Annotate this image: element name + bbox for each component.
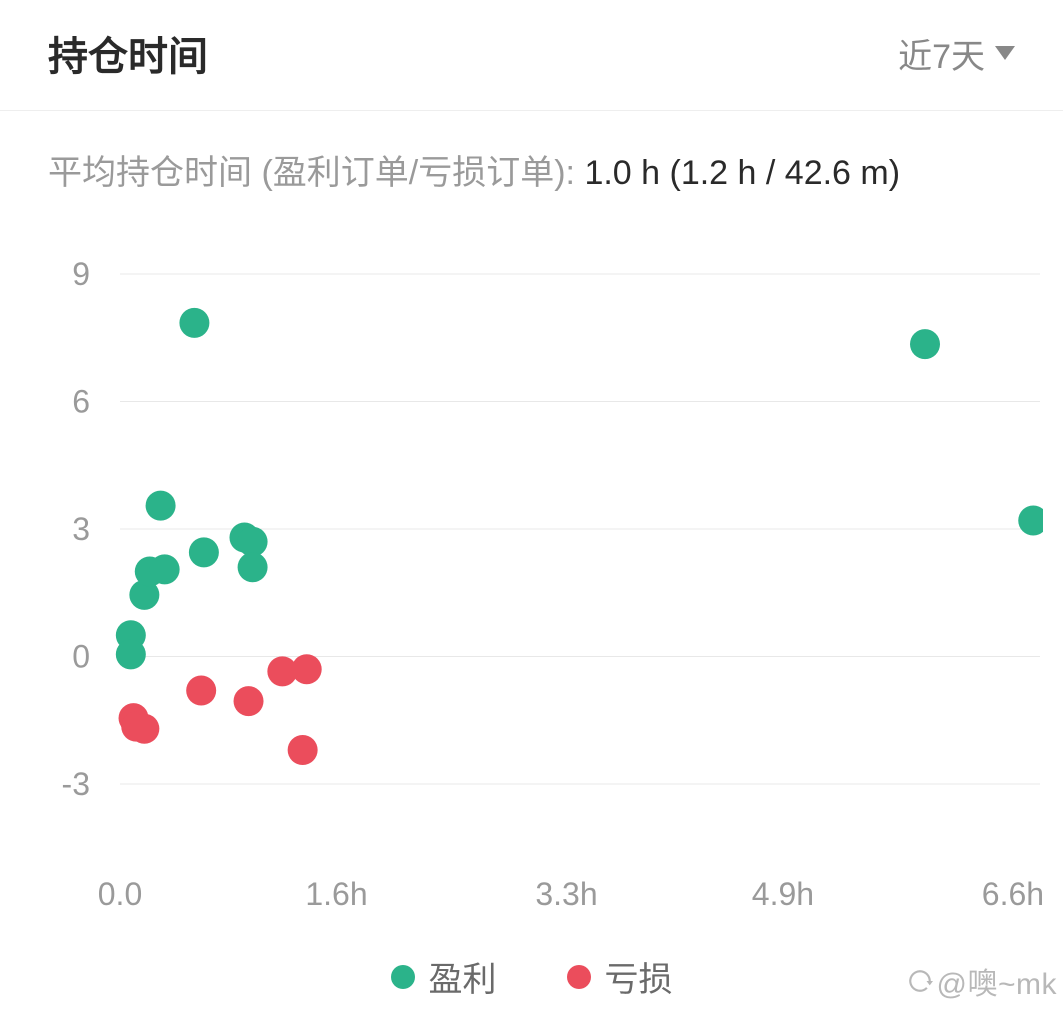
legend-label-loss: 亏损 bbox=[605, 952, 673, 1001]
chart-canvas: -3 0 3 6 9 bbox=[20, 254, 1043, 814]
legend-label-profit: 盈利 bbox=[429, 952, 497, 1001]
watermark-text: @噢~mk bbox=[937, 959, 1057, 1003]
watermark: @噢~mk bbox=[907, 959, 1057, 1003]
avg-holding-time-label: 平均持仓时间 (盈利订单/亏损订单): bbox=[48, 154, 584, 192]
svg-text:0: 0 bbox=[72, 639, 90, 675]
legend-dot-loss bbox=[567, 965, 591, 989]
share-icon bbox=[907, 968, 933, 994]
legend-item-loss: 亏损 bbox=[567, 952, 673, 1001]
time-range-label: 近7天 bbox=[898, 29, 985, 78]
x-axis-tick-label: 0.0 bbox=[98, 876, 142, 913]
x-axis-labels: 0.0 1.6h 3.3h 4.9h 6.6h bbox=[20, 864, 1043, 914]
chevron-down-icon bbox=[995, 46, 1015, 60]
avg-holding-time-value: 1.0 h (1.2 h / 42.6 m) bbox=[584, 154, 900, 192]
svg-text:9: 9 bbox=[72, 256, 90, 292]
chart-legend: 盈利 亏损 bbox=[0, 952, 1063, 1001]
legend-item-profit: 盈利 bbox=[391, 952, 497, 1001]
legend-dot-profit bbox=[391, 965, 415, 989]
x-axis-tick-label: 3.3h bbox=[535, 876, 597, 913]
svg-text:3: 3 bbox=[72, 511, 90, 547]
svg-text:6: 6 bbox=[72, 384, 90, 420]
x-axis-tick-label: 1.6h bbox=[305, 876, 367, 913]
page-title: 持仓时间 bbox=[48, 24, 208, 82]
svg-text:-3: -3 bbox=[62, 766, 90, 802]
holding-time-scatter-chart: -3 0 3 6 9 bbox=[20, 254, 1043, 864]
x-axis-tick-label: 6.6h bbox=[982, 876, 1044, 913]
avg-holding-time: 平均持仓时间 (盈利订单/亏损订单): 1.0 h (1.2 h / 42.6 … bbox=[0, 111, 1063, 204]
x-axis-tick-label: 4.9h bbox=[752, 876, 814, 913]
time-range-dropdown[interactable]: 近7天 bbox=[898, 29, 1015, 78]
header: 持仓时间 近7天 bbox=[0, 0, 1063, 111]
